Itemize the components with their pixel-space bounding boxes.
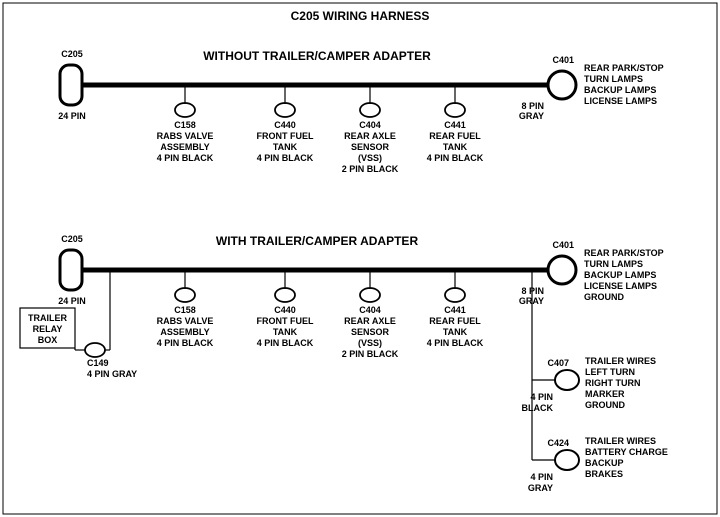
connector-notes: LICENSE LAMPS	[584, 96, 657, 106]
connector-id: C158	[174, 120, 196, 130]
connector-id: C401	[552, 240, 574, 250]
connector-notes: ASSEMBLY	[160, 142, 209, 152]
connector-notes: TANK	[443, 327, 468, 337]
connector-notes: REAR PARK/STOP	[584, 248, 664, 258]
connector-notes: RABS VALVE	[157, 131, 214, 141]
drop-connector	[275, 288, 295, 302]
connector-notes: FRONT FUEL	[257, 316, 314, 326]
connector-c205	[60, 65, 82, 105]
connector-notes: TANK	[273, 327, 298, 337]
connector-notes: FRONT FUEL	[257, 131, 314, 141]
connector-pins: 24 PIN	[58, 296, 86, 306]
connector-notes: LICENSE LAMPS	[584, 281, 657, 291]
connector-notes: BACKUP LAMPS	[584, 85, 656, 95]
connector-c401	[548, 256, 576, 284]
connector-pins: 24 PIN	[58, 111, 86, 121]
connector-id: C440	[274, 305, 296, 315]
connector-notes: TANK	[443, 142, 468, 152]
connector-notes: 2 PIN BLACK	[342, 349, 399, 359]
connector-notes: 4 PIN BLACK	[427, 153, 484, 163]
connector-pins: 4 PIN	[530, 392, 553, 402]
connector-id: C440	[274, 120, 296, 130]
connector-notes: TRAILER WIRES	[585, 436, 656, 446]
connector-notes: 4 PIN BLACK	[157, 338, 214, 348]
connector-notes: BACKUP LAMPS	[584, 270, 656, 280]
drop-connector	[445, 288, 465, 302]
connector-color: GRAY	[528, 483, 553, 493]
connector-notes: GROUND	[584, 292, 624, 302]
connector-id: C158	[174, 305, 196, 315]
connector-notes: RABS VALVE	[157, 316, 214, 326]
connector-id: C424	[547, 438, 569, 448]
connector-notes: TANK	[273, 142, 298, 152]
branch-connector	[555, 450, 579, 470]
connector-notes: BATTERY CHARGE	[585, 447, 668, 457]
connector-notes: GROUND	[585, 400, 625, 410]
branch-connector	[555, 370, 579, 390]
connector-id: C404	[359, 305, 381, 315]
box-label: BOX	[38, 335, 58, 345]
connector-id: C149	[87, 358, 109, 368]
connector-id: C441	[444, 120, 466, 130]
connector-color: BLACK	[522, 403, 554, 413]
connector-notes: MARKER	[585, 389, 625, 399]
connector-pins: 8 PIN	[521, 101, 544, 111]
connector-notes: SENSOR	[351, 142, 390, 152]
connector-notes: REAR AXLE	[344, 316, 396, 326]
connector-pins: 4 PIN	[530, 472, 553, 482]
connector-notes: REAR PARK/STOP	[584, 63, 664, 73]
connector-notes: 4 PIN BLACK	[427, 338, 484, 348]
connector-pins: 4 PIN GRAY	[87, 369, 137, 379]
section-heading: WITH TRAILER/CAMPER ADAPTER	[216, 234, 419, 248]
connector-notes: SENSOR	[351, 327, 390, 337]
connector-c149	[85, 343, 105, 357]
connector-notes: 4 PIN BLACK	[257, 153, 314, 163]
drop-connector	[360, 288, 380, 302]
drop-connector	[175, 103, 195, 117]
box-label: RELAY	[33, 324, 63, 334]
connector-id: C407	[547, 358, 569, 368]
connector-id: C205	[61, 234, 83, 244]
section-heading: WITHOUT TRAILER/CAMPER ADAPTER	[203, 49, 431, 63]
connector-notes: REAR AXLE	[344, 131, 396, 141]
connector-notes: ASSEMBLY	[160, 327, 209, 337]
connector-notes: 4 PIN BLACK	[157, 153, 214, 163]
connector-notes: TURN LAMPS	[584, 74, 643, 84]
page-title: C205 WIRING HARNESS	[291, 9, 430, 23]
connector-notes: LEFT TURN	[585, 367, 635, 377]
connector-c401	[548, 71, 576, 99]
connector-notes: BACKUP	[585, 458, 624, 468]
connector-id: C441	[444, 305, 466, 315]
connector-pins: 8 PIN	[521, 286, 544, 296]
connector-notes: REAR FUEL	[429, 316, 481, 326]
connector-notes: TRAILER WIRES	[585, 356, 656, 366]
connector-id: C401	[552, 55, 574, 65]
connector-notes: TURN LAMPS	[584, 259, 643, 269]
connector-color: GRAY	[519, 111, 544, 121]
connector-notes: RIGHT TURN	[585, 378, 641, 388]
connector-notes: 2 PIN BLACK	[342, 164, 399, 174]
drop-connector	[275, 103, 295, 117]
connector-notes: (VSS)	[358, 338, 382, 348]
drop-connector	[175, 288, 195, 302]
wiring-diagram: C205 WIRING HARNESS WITHOUT TRAILER/CAMPE…	[0, 0, 720, 517]
drop-connector	[360, 103, 380, 117]
connector-notes: BRAKES	[585, 469, 623, 479]
drop-connector	[445, 103, 465, 117]
connector-c205	[60, 250, 82, 290]
connector-notes: 4 PIN BLACK	[257, 338, 314, 348]
connector-id: C205	[61, 49, 83, 59]
connector-notes: (VSS)	[358, 153, 382, 163]
connector-id: C404	[359, 120, 381, 130]
box-label: TRAILER	[28, 313, 67, 323]
connector-notes: REAR FUEL	[429, 131, 481, 141]
